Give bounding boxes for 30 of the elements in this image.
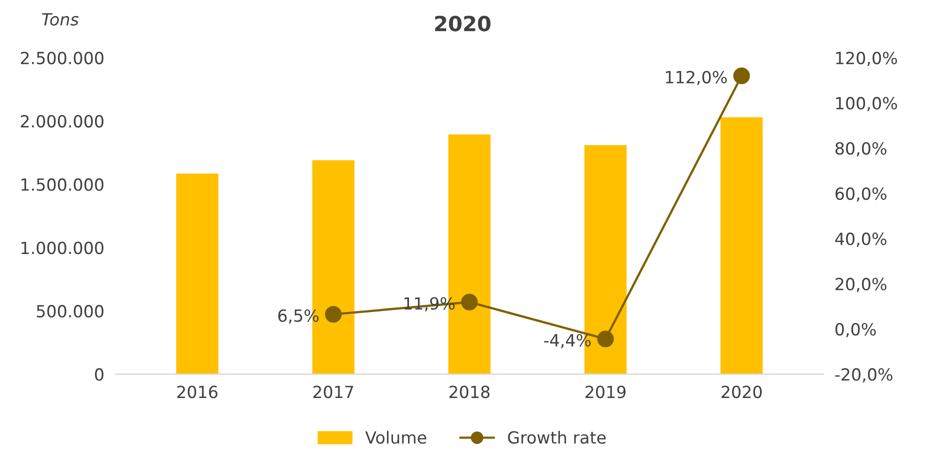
y-tick-label: 500.000 (36, 304, 104, 318)
bar (720, 117, 763, 374)
legend-label: Volume (365, 430, 426, 444)
y-axis-title: Tons (42, 13, 79, 26)
y2-tick-label: 120,0% (836, 52, 897, 66)
point (461, 294, 478, 310)
x-tick-label: 2019 (586, 386, 626, 398)
point (325, 306, 342, 323)
y-tick-label: 1.500.000 (22, 178, 104, 191)
legend-label: Growth rate (508, 430, 606, 444)
point (597, 330, 614, 348)
x-tick-label: 2017 (313, 386, 354, 398)
y2-tick-label: 0,0% (835, 322, 876, 338)
x-tick-label: 2018 (449, 386, 490, 398)
chart-title: 2020 (435, 16, 490, 32)
y2-tick-label: -20,0% (835, 368, 892, 382)
y-tick-label: 1.000.000 (22, 242, 104, 254)
y2-tick-label: 20,0% (836, 278, 886, 292)
point (733, 68, 750, 84)
y-tick-label: 2.500.000 (20, 52, 104, 64)
bar (176, 174, 218, 374)
x-tick-label: 2020 (722, 386, 762, 398)
y2-tick-label: 80,0% (835, 142, 886, 156)
y-tick-label: 0 (95, 368, 104, 381)
y2-tick-label: 100,0% (836, 96, 897, 112)
y2-tick-label: 40,0% (835, 232, 886, 247)
x-tick-label: 2016 (177, 386, 218, 398)
y2-tick-label: 60,0% (836, 187, 886, 202)
y-tick-label: 2.000.000 (20, 115, 104, 128)
data-label: 112,0% (666, 70, 727, 86)
